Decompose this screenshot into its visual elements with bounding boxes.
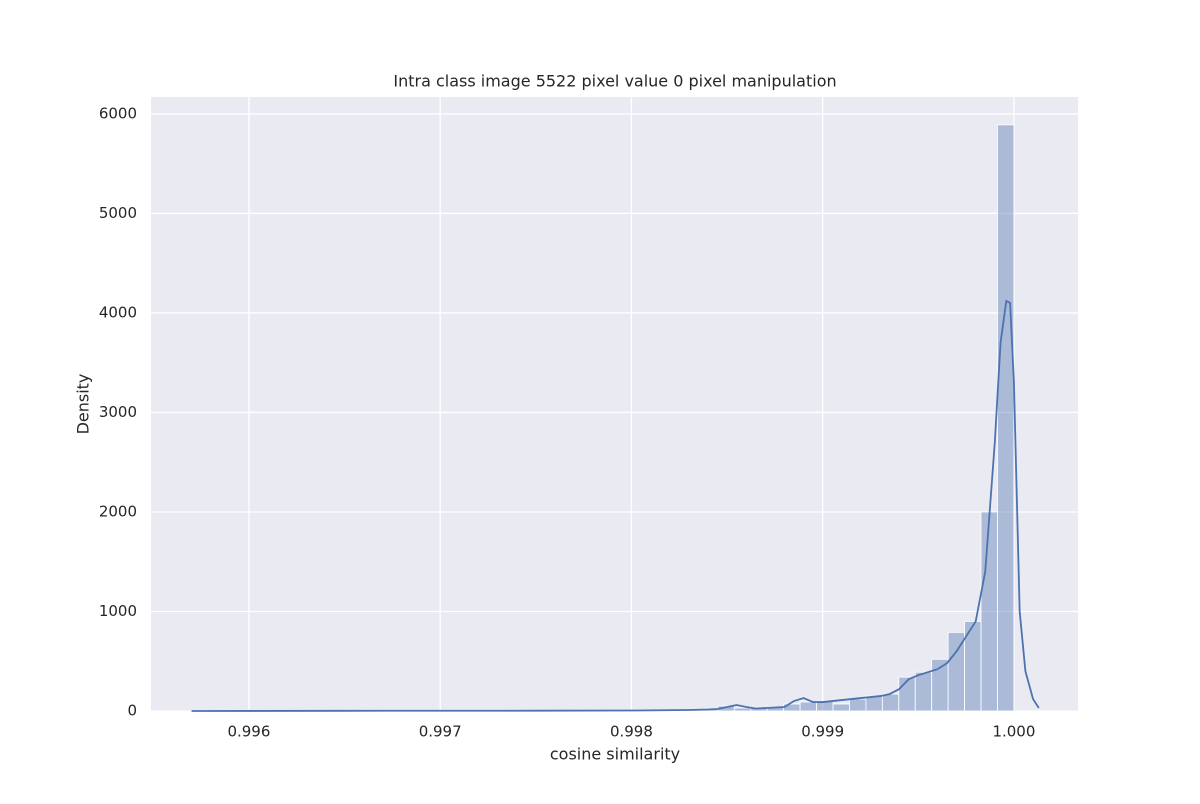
y-axis-label: Density	[74, 374, 93, 435]
histogram-bar	[734, 708, 750, 711]
x-tick-label: 0.999	[801, 723, 844, 741]
chart-title: Intra class image 5522 pixel value 0 pix…	[393, 72, 836, 91]
y-tick-label: 1000	[99, 602, 137, 620]
y-tick-label: 2000	[99, 502, 137, 520]
x-tick-label: 1.000	[992, 723, 1035, 741]
histogram-bar	[833, 704, 849, 711]
x-tick-label: 0.996	[227, 723, 270, 741]
y-tick-label: 3000	[99, 403, 137, 421]
x-tick-label: 0.997	[419, 723, 462, 741]
histogram-bar	[849, 699, 865, 711]
x-axis-label: cosine similarity	[550, 745, 680, 764]
y-tick-label: 4000	[99, 303, 137, 321]
histogram-bar	[981, 512, 997, 711]
y-tick-label: 5000	[99, 204, 137, 222]
histogram-bar	[800, 702, 816, 711]
y-tick-label: 0	[127, 702, 137, 720]
histogram-bar	[866, 696, 882, 711]
histogram-bar	[915, 672, 931, 711]
x-tick-label: 0.998	[610, 723, 653, 741]
plot-area	[151, 97, 1078, 711]
histogram-bar	[882, 694, 898, 711]
histogram-bar	[997, 125, 1013, 711]
y-tick-label: 6000	[99, 104, 137, 122]
